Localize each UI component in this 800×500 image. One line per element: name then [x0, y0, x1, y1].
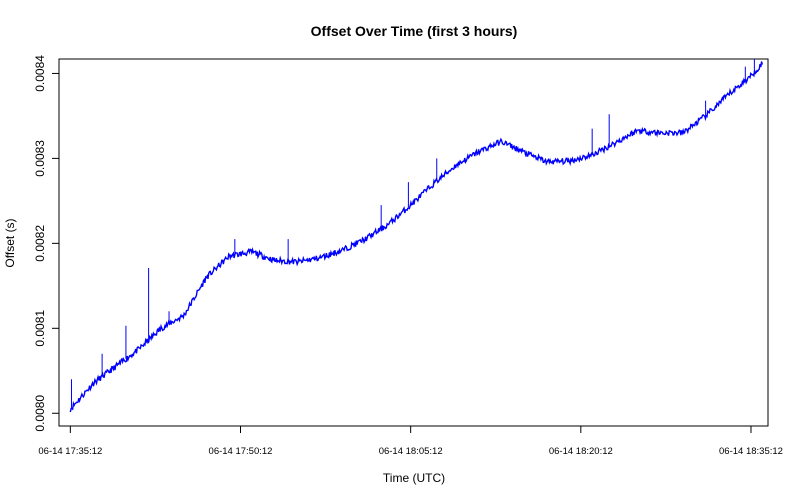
- x-tick-label: 06-14 17:35:12: [38, 446, 102, 457]
- x-tick-label: 06-14 18:20:12: [549, 446, 613, 457]
- chart-title: Offset Over Time (first 3 hours): [311, 23, 518, 39]
- x-tick-label: 06-14 18:35:12: [719, 446, 783, 457]
- y-tick-label: 0.0081: [33, 310, 47, 347]
- offset-series-line: [69, 61, 764, 413]
- y-tick-label: 0.0082: [33, 225, 47, 262]
- y-tick-label: 0.0084: [33, 55, 47, 92]
- y-axis: 0.0080 0.0081 0.0082 0.0083 0.0084: [33, 55, 59, 432]
- y-tick-label: 0.0083: [33, 140, 47, 177]
- x-tick-label: 06-14 18:05:12: [379, 446, 443, 457]
- x-tick-label: 06-14 17:50:12: [209, 446, 273, 457]
- series-layer: [69, 59, 764, 413]
- plot-frame: [58, 58, 769, 427]
- x-axis-label: Time (UTC): [383, 471, 445, 485]
- y-tick-label: 0.0080: [33, 395, 47, 432]
- y-axis-label: Offset (s): [3, 218, 17, 267]
- x-axis: 06-14 17:35:12 06-14 17:50:12 06-14 18:05:…: [38, 425, 783, 457]
